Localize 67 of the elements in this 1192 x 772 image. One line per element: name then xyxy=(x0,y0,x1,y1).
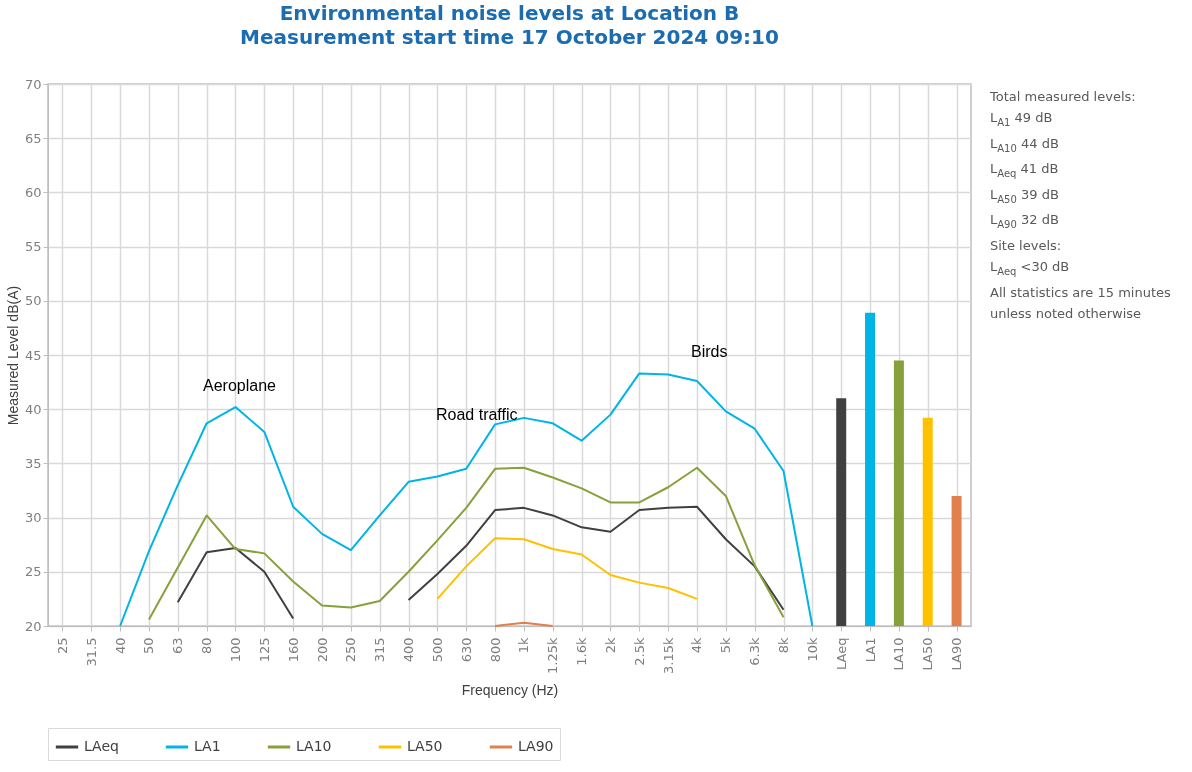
y-tick-label: 50 xyxy=(24,293,42,309)
line-series xyxy=(436,537,698,600)
x-tick-label: 3.15k xyxy=(660,637,676,674)
x-tick-label: 5k xyxy=(718,637,734,654)
line-series xyxy=(119,372,814,627)
text: Total measured levels: xyxy=(990,88,1137,106)
annotation: Road traffic xyxy=(436,406,518,424)
x-tick-label: 31.5 xyxy=(83,637,99,667)
x-tick-label: 2.5k xyxy=(631,637,647,666)
x-tick-label: LA50 xyxy=(920,637,936,671)
annotation: Birds xyxy=(691,343,728,361)
x-tick-label: 315 xyxy=(372,637,388,663)
legend-label: LA90 xyxy=(518,738,554,754)
x-tick-label: 500 xyxy=(429,637,445,663)
line-series xyxy=(147,466,785,621)
x-tick-label: 125 xyxy=(256,637,272,663)
x-tick-label: 50 xyxy=(141,637,157,655)
y-tick-label: 60 xyxy=(24,184,42,200)
text: L$_{Aeq}$ <30 dB xyxy=(990,257,1071,279)
x-tick-label: LA1 xyxy=(862,637,878,663)
x-tick-label: 8k xyxy=(776,637,792,654)
text: Site levels: xyxy=(990,236,1063,255)
x-tick-label: 40 xyxy=(112,637,128,655)
legend-label: LAeq xyxy=(84,738,119,754)
y-tick-label: 40 xyxy=(24,401,42,417)
x-tick-label: 200 xyxy=(314,637,330,663)
x-tick-label: 2k xyxy=(602,637,618,654)
y-tick-label: 45 xyxy=(24,347,42,363)
y-tick-label: 20 xyxy=(24,618,42,634)
x-tick-label: 10k xyxy=(804,637,820,662)
text: L$_{A50}$ 39 dB xyxy=(990,185,1060,207)
y-tick-label: 30 xyxy=(24,510,42,526)
y-tick-label: 55 xyxy=(24,239,42,255)
legend-label: LA1 xyxy=(194,738,221,754)
y-axis-title: Measured Level dB(A) xyxy=(4,285,21,426)
x-tick-label: 250 xyxy=(343,637,359,663)
x-tick-label: 160 xyxy=(285,637,301,663)
x-tick-label: LA10 xyxy=(891,637,907,671)
x-tick-label: 400 xyxy=(401,637,417,663)
chart-title: Environmental noise levels at Location B xyxy=(279,1,740,25)
chart-subtitle: Measurement start time 17 October 2024 09:10 xyxy=(240,25,779,49)
x-tick-label: 100 xyxy=(227,637,243,663)
x-tick-label: 25 xyxy=(54,637,70,655)
y-tick-label: 70 xyxy=(24,76,42,92)
x-tick-label: 63 xyxy=(170,637,186,655)
annotation: Aeroplane xyxy=(203,377,276,395)
x-tick-label: 1k xyxy=(516,637,532,654)
x-tick-label: LA90 xyxy=(949,637,965,671)
y-tick-label: 25 xyxy=(24,564,42,580)
text: L$_{A1}$ 49 dB xyxy=(990,109,1054,130)
x-tick-label: 4k xyxy=(689,637,705,654)
x-tick-label: 630 xyxy=(458,637,474,663)
x-tick-label: 1.6k xyxy=(574,637,590,666)
legend-label: LA50 xyxy=(407,738,443,754)
y-tick-label: 35 xyxy=(24,455,42,471)
text: L$_{Aeq}$ 41 dB xyxy=(990,160,1060,181)
text: L$_{A10}$ 44 dB xyxy=(990,134,1060,156)
x-tick-label: LAeq xyxy=(833,637,849,670)
x-tick-label: 80 xyxy=(199,637,215,655)
y-tick-label: 65 xyxy=(24,130,42,146)
text: L$_{A90}$ 32 dB xyxy=(990,211,1060,232)
text: All statistics are 15 minutes unless noted otherwise xyxy=(990,283,1172,323)
x-tick-label: 6.3k xyxy=(747,637,763,666)
x-tick-label: 800 xyxy=(487,637,503,663)
x-axis-title: Frequency (Hz) xyxy=(461,681,559,698)
legend-label: LA10 xyxy=(296,738,332,754)
x-tick-label: 1.25k xyxy=(545,637,561,674)
